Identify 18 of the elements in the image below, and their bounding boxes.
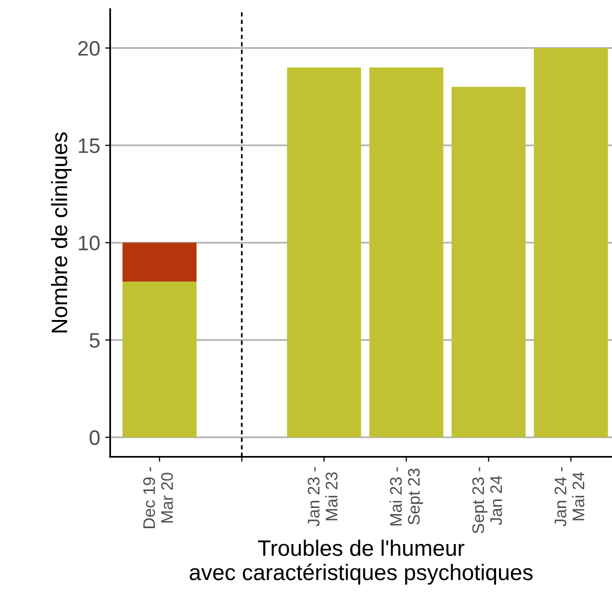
y-tick-label: 15 — [78, 138, 100, 154]
x-tick-label: Jan 24 - Mai 24 — [554, 467, 584, 526]
x-tick-label: Jan 23 - Mai 23 — [308, 467, 338, 526]
y-tick-label: 0 — [90, 430, 100, 446]
x-tick-label: Mai 23 - Sept 23 — [390, 467, 424, 526]
bar — [122, 282, 197, 438]
bar — [122, 242, 197, 282]
y-tick-label: 10 — [78, 236, 100, 250]
x-axis-title: Troubles de l'humeur avec caractéristiques psychotiques — [190, 540, 533, 585]
y-tick-label: 20 — [78, 41, 100, 56]
y-axis-title: Nombre de cliniques — [50, 132, 72, 332]
bar — [369, 67, 444, 438]
x-tick-label: Sept 23 - Jan 24 — [472, 467, 502, 534]
bar — [534, 48, 608, 438]
bar — [287, 67, 362, 438]
y-tick-label: 5 — [90, 333, 100, 348]
bar — [452, 86, 526, 438]
x-tick-label: Dec 19 - Mar 20 — [143, 467, 173, 528]
